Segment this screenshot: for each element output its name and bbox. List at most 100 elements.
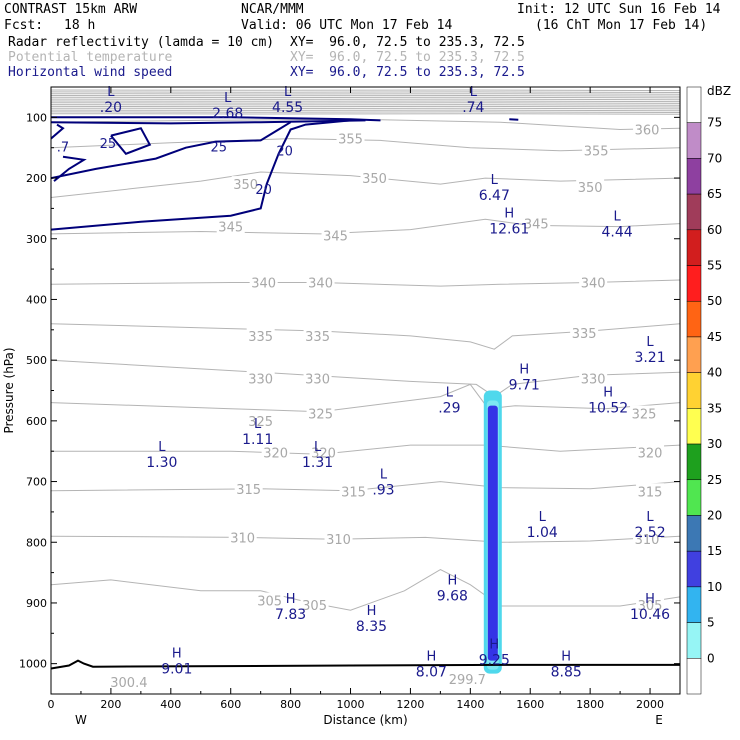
extremum-letter: H (603, 386, 613, 401)
theta-label: 350 (578, 181, 603, 196)
colorbar-swatch (686, 622, 702, 659)
colorbar-swatch (686, 550, 702, 588)
extremum-value: 10.46 (630, 607, 670, 623)
colorbar-swatch (686, 658, 702, 695)
extremum-letter: L (158, 440, 166, 455)
extremum-letter: L (314, 440, 322, 455)
theta-line-upper (51, 94, 680, 97)
x-tick-label: 1800 (576, 698, 604, 711)
theta-label: 300.4 (110, 676, 147, 691)
extremum-value: .20 (100, 100, 122, 116)
theta-label-bg (303, 370, 332, 386)
theta-label: 345 (218, 221, 243, 236)
x-tick-label: 800 (280, 698, 301, 711)
theta-line-upper (51, 102, 680, 104)
colorbar-swatch (686, 515, 702, 552)
fcst-value: 18 h (64, 18, 96, 33)
theta-line-upper (51, 104, 680, 106)
theta-label: 310 (635, 533, 660, 548)
theta-line-upper (51, 109, 680, 112)
wind-label: 20 (255, 183, 272, 198)
theta-label-bg (636, 483, 665, 499)
colorbar-swatch (686, 86, 702, 123)
theta-label-bg (570, 324, 599, 340)
theta-line-upper (51, 100, 680, 103)
theta-line-upper (51, 111, 680, 113)
theta-label-bg (522, 215, 551, 231)
y-tick-label: 400 (26, 293, 47, 306)
theta-label-bg (246, 370, 275, 386)
y-tick-label: 500 (26, 354, 47, 367)
theta-label: 305 (257, 595, 282, 610)
y-tick-label: 200 (26, 172, 47, 185)
extremum-letter: L (646, 510, 654, 525)
extremum-letter: H (286, 592, 296, 607)
theta-line-upper (51, 113, 680, 115)
extremum-value: 2.68 (212, 106, 243, 122)
extremum-value: 12.61 (489, 222, 529, 238)
theta-label: 310 (230, 531, 255, 546)
extremum-letter: L (470, 85, 478, 100)
colorbar-label: 20 (707, 508, 722, 522)
surface-pressure-line (51, 659, 680, 670)
extremum-value: 4.44 (602, 225, 633, 241)
theta-label-bg (324, 531, 353, 547)
colorbar-label: 75 (707, 116, 722, 130)
extremum-value: 9.68 (437, 589, 468, 605)
y-tick-label: 300 (26, 233, 47, 246)
theta-line (51, 569, 680, 611)
extremum-letter: L (491, 173, 499, 188)
theta-line (51, 138, 680, 152)
theta-line-upper (51, 107, 680, 110)
theta-label: 299.7 (449, 673, 486, 688)
theta-label: 325 (248, 415, 273, 430)
surface-line (51, 659, 680, 670)
theta-line-upper (51, 96, 680, 99)
theta-label: 305 (638, 599, 663, 614)
extremum-letter: L (284, 85, 292, 100)
wind-line (51, 116, 381, 122)
wind-label: 25 (100, 137, 117, 152)
theta-label: 305 (302, 599, 327, 614)
theta-line (51, 171, 680, 198)
theta-label: 355 (338, 133, 363, 148)
colorbar-swatch (686, 300, 702, 338)
theta-label-bg (228, 529, 257, 545)
extremum-letter: H (367, 604, 377, 619)
extremum-value: 9.01 (161, 662, 192, 678)
theta-label-bg (246, 327, 275, 343)
colorbar-label: 65 (707, 187, 722, 201)
theta-label-bg (231, 176, 260, 192)
theta-label-bg (234, 480, 263, 496)
field-name-theta: Potential temperature (8, 50, 173, 65)
theta-label: 325 (308, 408, 333, 423)
x-end-label-west: W (75, 713, 87, 727)
extremum-value: 1.04 (527, 525, 558, 541)
x-tick-label: 1000 (337, 698, 365, 711)
colorbar-swatch (686, 122, 702, 159)
valid-time: Valid: 06 UTC Mon 17 Feb 14 (241, 18, 453, 33)
extremum-value: 9.25 (479, 652, 510, 668)
theta-line (51, 118, 680, 131)
extremum-value: 3.21 (634, 350, 665, 366)
theta-label: 315 (341, 485, 366, 500)
extremum-letter: L (446, 386, 454, 401)
theta-line-upper (51, 89, 680, 92)
extremum-letter: H (519, 363, 529, 378)
wind-line (51, 123, 65, 140)
colorbar-label: 50 (707, 294, 722, 308)
y-tick-label: 1000 (19, 658, 47, 671)
theta-label: 345 (524, 218, 549, 233)
colorbar-label: 5 (707, 616, 715, 630)
theta-label-bg (246, 412, 275, 428)
extremum-value: .74 (462, 100, 484, 116)
init-time: Init: 12 UTC Sun 16 Feb 14 (517, 2, 721, 17)
theta-label-bg (255, 592, 284, 608)
theta-label-bg (630, 405, 659, 421)
theta-label-bg (360, 170, 389, 186)
theta-label: 340 (581, 276, 606, 291)
extremum-letter: H (172, 647, 182, 662)
colorbar-swatch (686, 265, 702, 302)
colorbar-swatch (686, 479, 702, 516)
field-xy-theta: XY= 96.0, 72.5 to 235.3, 72.5 (290, 50, 525, 65)
